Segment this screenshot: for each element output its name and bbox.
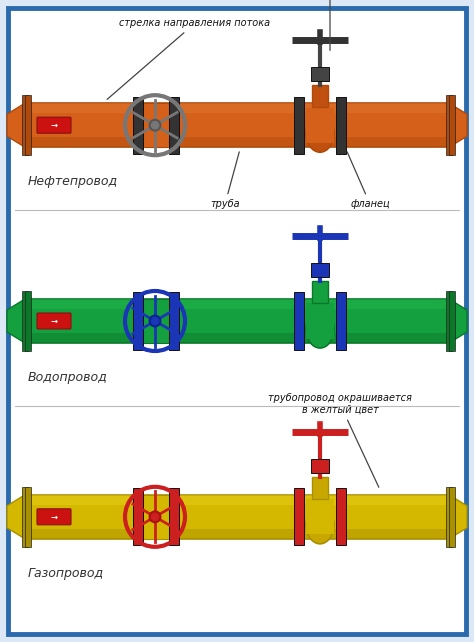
- Polygon shape: [449, 299, 467, 343]
- Bar: [311, 67, 329, 81]
- Text: →: →: [51, 317, 57, 325]
- Bar: [22, 291, 28, 351]
- Bar: [312, 281, 328, 303]
- Bar: [306, 304, 334, 338]
- FancyBboxPatch shape: [37, 117, 71, 133]
- Bar: [169, 96, 179, 154]
- Polygon shape: [449, 495, 467, 539]
- Bar: [294, 292, 304, 350]
- Polygon shape: [7, 103, 25, 147]
- Bar: [143, 103, 169, 147]
- Bar: [312, 477, 328, 499]
- Text: стрелка направления потока: стрелка направления потока: [107, 18, 271, 100]
- Text: труба: труба: [210, 152, 240, 209]
- Bar: [25, 495, 449, 505]
- Bar: [311, 459, 329, 473]
- Bar: [169, 488, 179, 546]
- Text: Водопровод: Водопровод: [28, 371, 108, 384]
- Bar: [336, 292, 346, 350]
- Ellipse shape: [306, 310, 334, 348]
- Circle shape: [150, 120, 160, 130]
- Bar: [336, 96, 346, 154]
- Bar: [25, 103, 449, 147]
- Bar: [446, 96, 452, 155]
- Bar: [336, 488, 346, 546]
- Bar: [294, 488, 304, 546]
- Bar: [169, 292, 179, 350]
- Text: →: →: [51, 512, 57, 521]
- Bar: [143, 495, 169, 539]
- Bar: [133, 292, 143, 350]
- FancyBboxPatch shape: [37, 313, 71, 329]
- Text: трубопровод окрашивается
в желтый цвет: трубопровод окрашивается в желтый цвет: [268, 393, 412, 487]
- Polygon shape: [7, 299, 25, 343]
- Bar: [446, 487, 452, 546]
- FancyBboxPatch shape: [37, 509, 71, 525]
- Bar: [25, 495, 449, 539]
- Polygon shape: [449, 103, 467, 147]
- Ellipse shape: [306, 114, 334, 152]
- Bar: [25, 291, 31, 351]
- Text: Нефтепровод: Нефтепровод: [28, 175, 118, 188]
- Bar: [25, 333, 449, 343]
- Bar: [306, 108, 334, 143]
- Polygon shape: [7, 495, 25, 539]
- Bar: [133, 488, 143, 546]
- Bar: [25, 103, 449, 113]
- Bar: [25, 487, 31, 546]
- Bar: [306, 499, 334, 534]
- Text: Газопровод: Газопровод: [28, 567, 104, 580]
- Bar: [311, 263, 329, 277]
- Bar: [446, 291, 452, 351]
- Bar: [449, 487, 455, 546]
- Bar: [25, 529, 449, 539]
- Bar: [25, 137, 449, 147]
- Circle shape: [150, 316, 160, 326]
- Bar: [133, 96, 143, 154]
- Bar: [22, 487, 28, 546]
- Bar: [22, 96, 28, 155]
- Circle shape: [150, 512, 160, 522]
- Bar: [25, 299, 449, 343]
- Text: фланец: фланец: [347, 152, 390, 209]
- Bar: [312, 85, 328, 107]
- Bar: [25, 299, 449, 309]
- Ellipse shape: [306, 506, 334, 544]
- Text: →: →: [51, 121, 57, 130]
- Bar: [449, 96, 455, 155]
- Bar: [143, 299, 169, 343]
- Bar: [25, 96, 31, 155]
- Bar: [294, 96, 304, 154]
- Bar: [449, 291, 455, 351]
